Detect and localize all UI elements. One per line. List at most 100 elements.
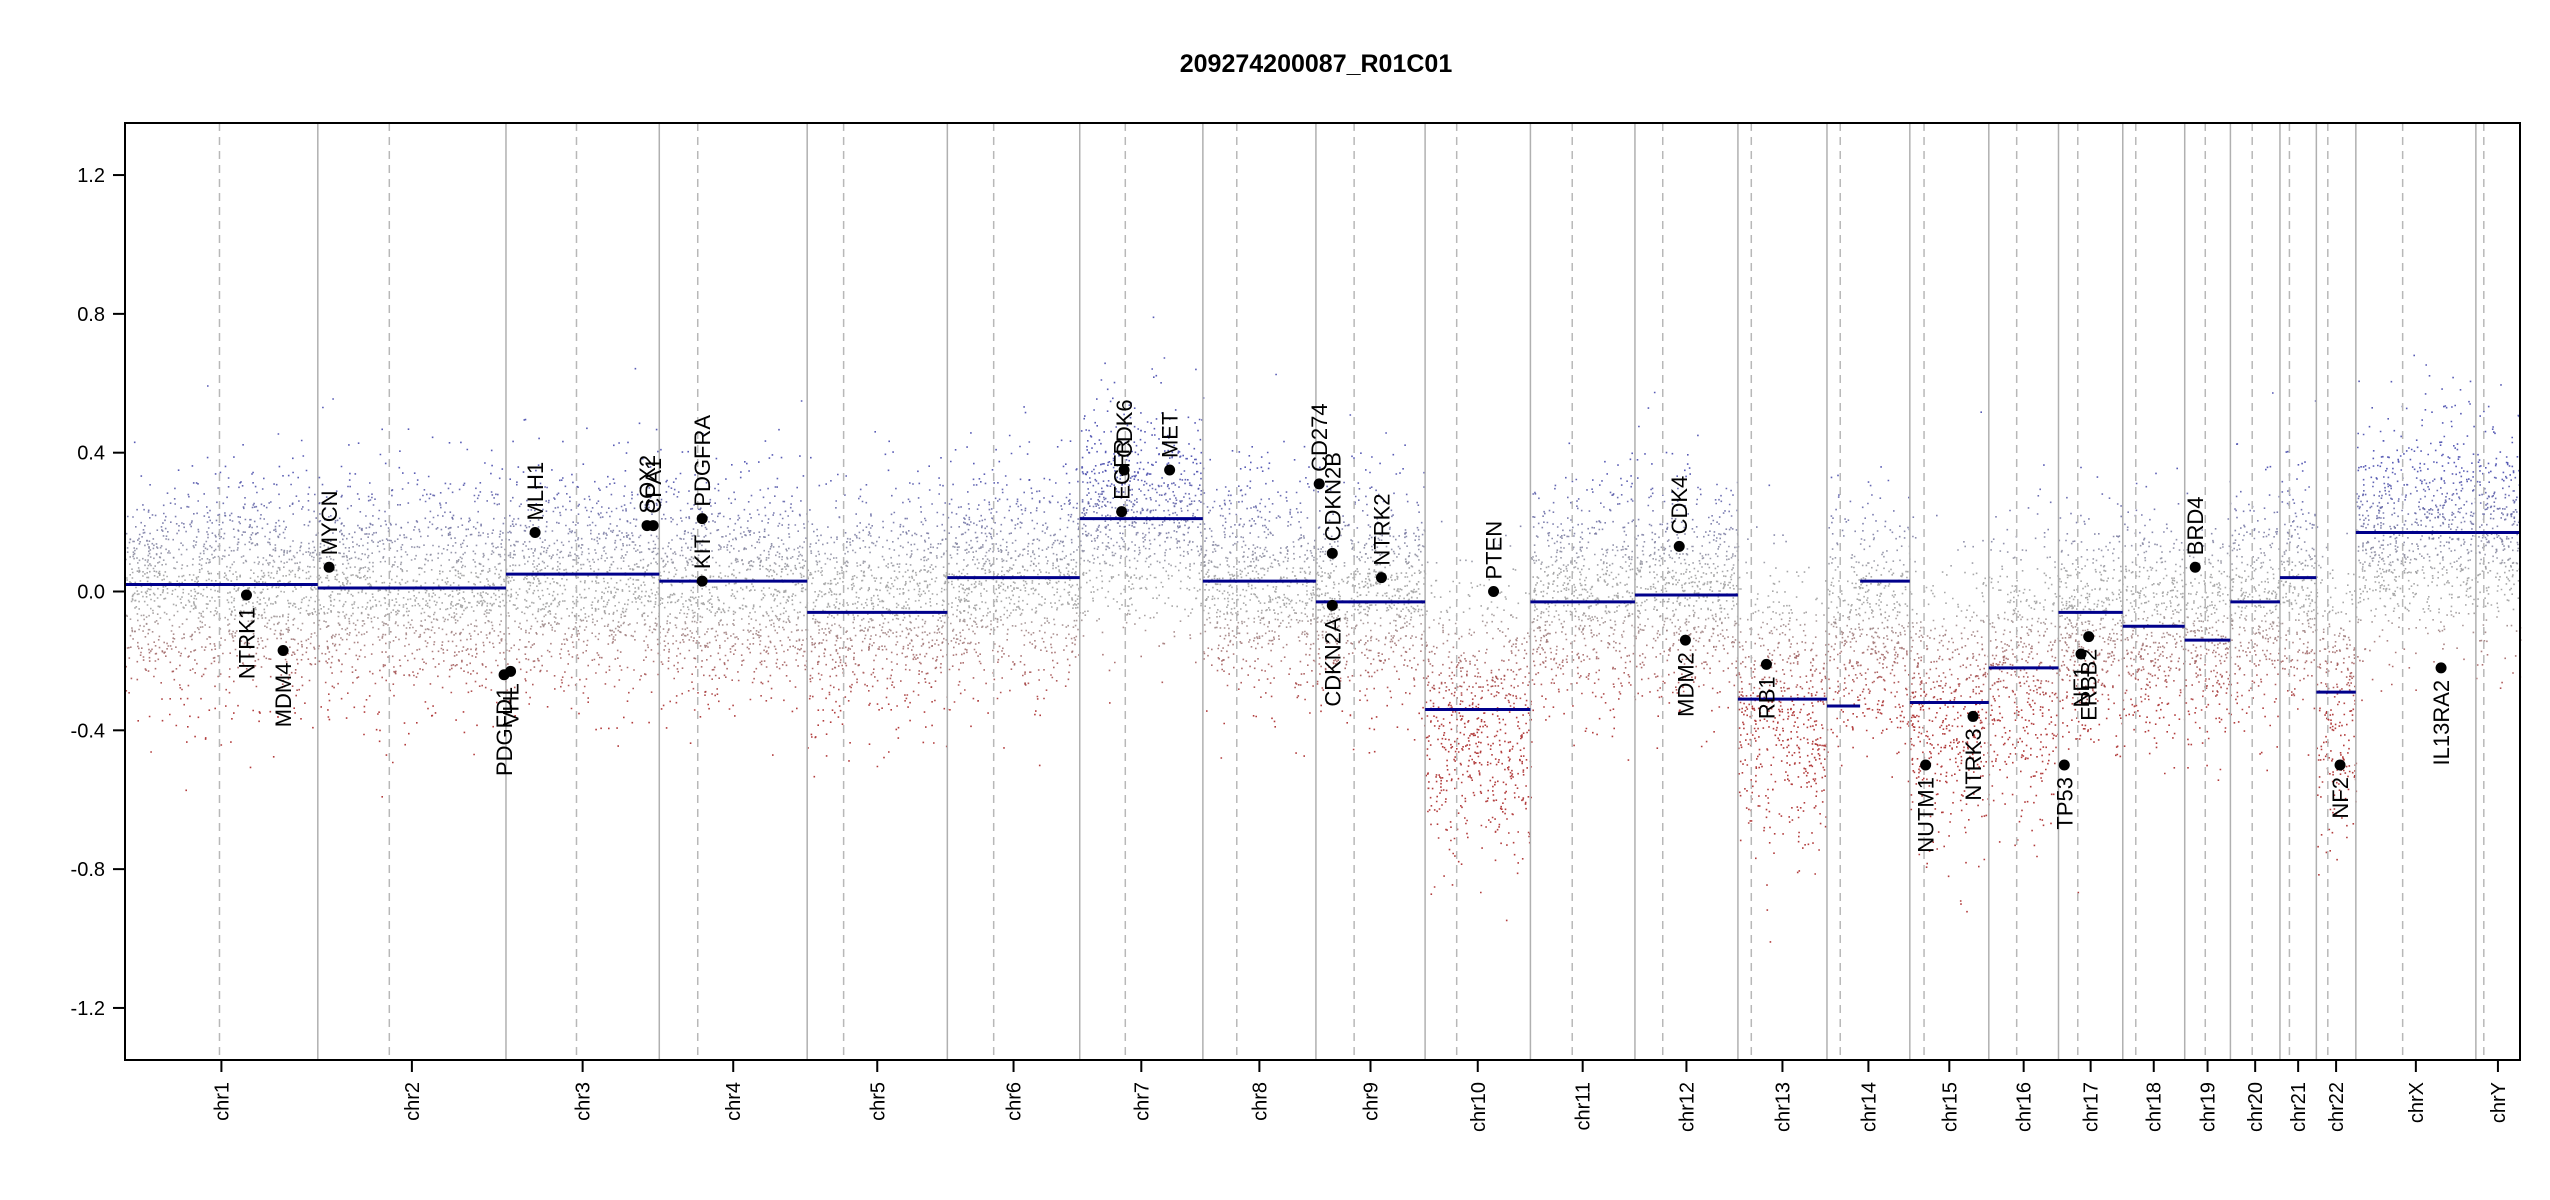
probe-cloud bbox=[152, 611, 2475, 615]
probe-cloud bbox=[129, 634, 2346, 638]
gene-point bbox=[1375, 572, 1387, 584]
probe-cloud bbox=[128, 691, 2354, 694]
probe-cloud bbox=[128, 646, 2334, 649]
probe-cloud bbox=[137, 641, 2309, 644]
probe-cloud bbox=[704, 693, 2293, 697]
probe-cloud bbox=[189, 523, 2519, 527]
gene-label: MDM4 bbox=[271, 662, 296, 727]
probe-cloud bbox=[337, 682, 2352, 685]
probe-cloud bbox=[156, 613, 2453, 616]
probe-cloud bbox=[202, 673, 2290, 676]
probe-cloud bbox=[704, 690, 2352, 693]
probe-cloud bbox=[258, 711, 2328, 714]
probe-cloud bbox=[152, 609, 2410, 612]
gene-point bbox=[1679, 634, 1691, 646]
probe-cloud bbox=[328, 699, 2363, 702]
chromosome-label: chr12 bbox=[1676, 1082, 1698, 1132]
probe-cloud bbox=[138, 559, 2509, 562]
probe-cloud bbox=[145, 615, 2498, 619]
probe-cloud bbox=[509, 477, 2470, 481]
probe-cloud bbox=[130, 677, 2478, 680]
probe-cloud bbox=[142, 659, 2361, 662]
probe-cloud bbox=[451, 490, 2496, 494]
probe-cloud bbox=[347, 692, 2328, 695]
probe-cloud bbox=[356, 676, 2137, 679]
gene-label: MDM2 bbox=[1673, 652, 1698, 717]
gene-point bbox=[1488, 586, 1500, 597]
probe-cloud bbox=[139, 624, 2508, 628]
probe-cloud bbox=[173, 497, 2497, 500]
probe-cloud bbox=[142, 656, 2359, 659]
gene-point bbox=[1326, 547, 1338, 559]
gene-label: CDK4 bbox=[1667, 476, 1692, 535]
probe-cloud bbox=[268, 657, 2345, 661]
probe-cloud bbox=[241, 533, 2401, 536]
probe-cloud bbox=[191, 633, 2336, 637]
probe-cloud bbox=[137, 538, 2503, 542]
probe-cloud bbox=[183, 636, 2350, 639]
gene-point bbox=[696, 513, 708, 525]
chromosome-boundaries bbox=[218, 123, 2485, 1060]
probe-cloud bbox=[341, 494, 2510, 497]
chromosome-label: chr3 bbox=[573, 1082, 595, 1121]
chromosome-label: chr17 bbox=[2081, 1082, 2103, 1132]
probe-cloud bbox=[161, 698, 2277, 701]
probe-cloud bbox=[192, 557, 2416, 561]
probe-cloud bbox=[169, 501, 2516, 505]
gene-point bbox=[647, 520, 659, 532]
gene-point bbox=[1673, 540, 1685, 552]
probe-cloud bbox=[248, 653, 2489, 656]
probe-cloud bbox=[197, 483, 2389, 486]
probe-cloud bbox=[166, 642, 2275, 645]
probe-cloud bbox=[132, 638, 2345, 641]
probe-cloud bbox=[131, 629, 2440, 632]
gene-point bbox=[1920, 759, 1932, 771]
chromosome-label: chr15 bbox=[1939, 1082, 1961, 1132]
probe-cloud bbox=[186, 505, 2496, 508]
probe-cloud bbox=[153, 675, 2522, 679]
gene-point bbox=[1326, 599, 1338, 611]
probe-cloud bbox=[529, 696, 2074, 699]
probe-cloud bbox=[201, 674, 2355, 678]
probe-cloud bbox=[280, 674, 2309, 677]
probe-cloud bbox=[145, 622, 2393, 625]
probe-cloud bbox=[327, 708, 2244, 711]
probe-cloud bbox=[144, 667, 2349, 670]
probe-cloud bbox=[178, 625, 2400, 629]
probe-cloud bbox=[148, 545, 2510, 548]
probe-cloud bbox=[136, 556, 2498, 559]
probe-cloud bbox=[278, 621, 2281, 624]
y-axis: 1.2 0.8 0.4 0.0 -0.4 -0.8 -1.2 bbox=[71, 123, 126, 1060]
probe-cloud bbox=[154, 620, 2442, 624]
probe-cloud bbox=[216, 500, 2496, 504]
probe-cloud bbox=[462, 484, 2521, 487]
probe-cloud bbox=[159, 616, 2400, 620]
gene-label: NF1 bbox=[2069, 666, 2094, 708]
chromosome-label: chr16 bbox=[2014, 1082, 2036, 1132]
probe-cloud bbox=[146, 560, 2394, 563]
probe-cloud bbox=[147, 554, 2406, 557]
probe-cloud bbox=[132, 553, 2486, 556]
y-tick-label: 0.4 bbox=[77, 443, 105, 465]
gene-point bbox=[1967, 710, 1979, 722]
probe-cloud bbox=[162, 504, 2487, 507]
probe-cloud bbox=[255, 685, 2356, 688]
probe-cloud bbox=[624, 469, 2520, 473]
gene-label: NF2 bbox=[2328, 777, 2353, 819]
probe-cloud bbox=[295, 694, 2355, 697]
probe-cloud bbox=[145, 623, 2331, 626]
chromosome-label: chr19 bbox=[2198, 1082, 2220, 1132]
gene-label: MYCN bbox=[317, 490, 342, 555]
probe-cloud bbox=[320, 706, 2250, 709]
probe-cloud bbox=[269, 710, 2351, 713]
probe-cloud bbox=[179, 683, 2193, 687]
chromosome-label: chr14 bbox=[1858, 1082, 1880, 1132]
gene-label: NTRK2 bbox=[1369, 493, 1394, 565]
chart-title: 209274200087_R01C01 bbox=[1180, 50, 1453, 78]
gene-label: VHL bbox=[499, 683, 524, 726]
probe-cloud bbox=[129, 537, 2510, 540]
probe-cloud bbox=[369, 498, 2517, 501]
gene-point bbox=[2075, 648, 2087, 660]
probe-cloud bbox=[349, 472, 2484, 475]
